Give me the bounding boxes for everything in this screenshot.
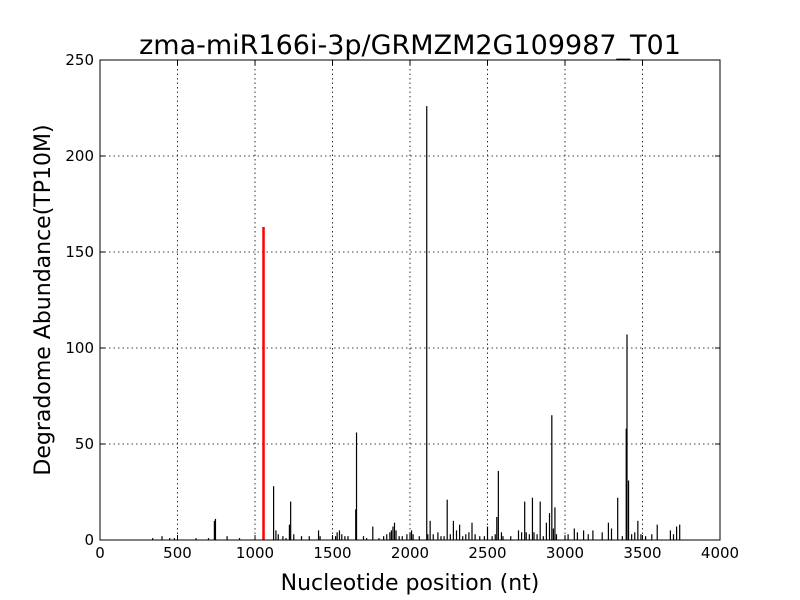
plot-frame — [99, 59, 721, 541]
x-tick-label: 4000 — [701, 544, 739, 562]
x-tick-label: 2500 — [468, 544, 506, 562]
bars-layer — [152, 106, 681, 540]
x-tick-label: 500 — [163, 544, 192, 562]
y-tick-label: 150 — [65, 243, 94, 261]
x-tick-label: 0 — [95, 544, 105, 562]
x-tick-label: 1500 — [313, 544, 351, 562]
y-axis-label: Degradome Abundance(TP10M) — [31, 124, 56, 475]
grid-layer — [100, 60, 720, 540]
x-tick-label: 3000 — [546, 544, 584, 562]
x-tick-label: 1000 — [236, 544, 274, 562]
x-tick-label: 2000 — [391, 544, 429, 562]
y-tick-label: 100 — [65, 339, 94, 357]
x-tick-label: 3500 — [623, 544, 661, 562]
y-tick-label: 200 — [65, 147, 94, 165]
chart-title: zma-miR166i-3p/GRMZM2G109987_T01 — [139, 30, 681, 61]
y-tick-label: 250 — [65, 51, 94, 69]
x-axis-label: Nucleotide position (nt) — [281, 571, 540, 596]
ticks-layer: 0 500 1000 1500 2000 2500 3000 3500 4000 0 50 100 15… — [65, 51, 739, 562]
y-tick-label: 0 — [84, 531, 94, 549]
y-tick-label: 50 — [75, 435, 94, 453]
